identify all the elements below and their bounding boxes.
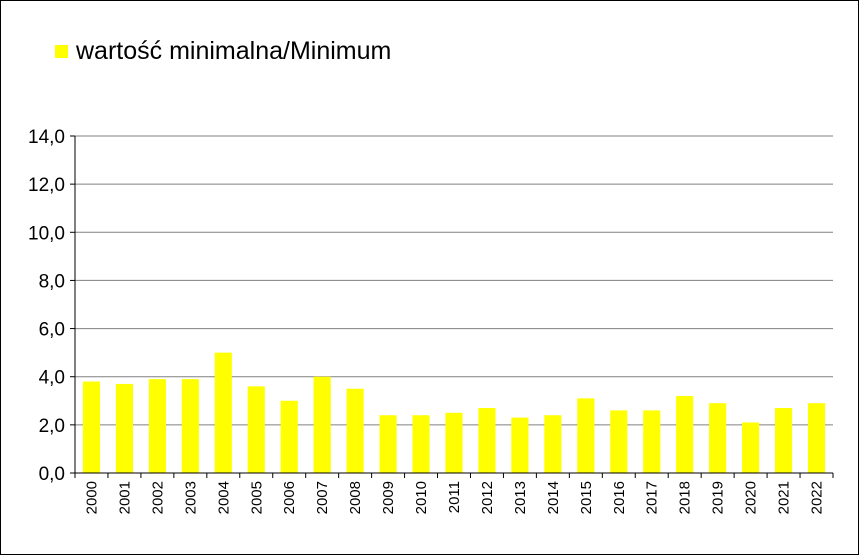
- bar-2002: [148, 379, 166, 473]
- y-tick-label: 4,0: [39, 368, 65, 389]
- bar-2004: [214, 352, 232, 473]
- legend: wartość minimalna/Minimum: [55, 37, 391, 66]
- x-category-label: 2022: [809, 481, 826, 514]
- bar-2021: [774, 408, 793, 473]
- bar-2000: [82, 381, 101, 473]
- bar-2011: [445, 412, 463, 473]
- x-category-label: 2009: [380, 481, 397, 514]
- x-category-label: 2021: [776, 481, 793, 514]
- x-category-label: 2020: [743, 481, 760, 514]
- bar-2003: [181, 379, 199, 473]
- x-category-label: 2010: [413, 481, 430, 514]
- bar-2015: [577, 398, 595, 473]
- x-category-label: 2019: [710, 481, 727, 514]
- bar-2022: [807, 403, 826, 473]
- x-category-label: 2002: [149, 481, 166, 514]
- bar-2018: [676, 395, 694, 473]
- bar-2006: [280, 400, 298, 473]
- x-category-label: 2000: [83, 481, 100, 514]
- y-tick-label: 6,0: [39, 320, 65, 341]
- bar-2019: [709, 403, 727, 473]
- bar-2017: [643, 410, 661, 473]
- x-category-label: 2008: [347, 481, 364, 514]
- bar-2014: [544, 415, 562, 473]
- y-tick-label: 8,0: [39, 271, 65, 292]
- x-category-label: 2015: [578, 481, 595, 514]
- bar-2007: [313, 376, 331, 473]
- y-tick-label: 12,0: [28, 175, 65, 196]
- x-category-label: 2012: [479, 481, 496, 514]
- legend-swatch: [55, 45, 68, 58]
- bar-2012: [478, 408, 496, 473]
- legend-label: wartość minimalna/Minimum: [76, 37, 392, 65]
- x-category-label: 2014: [545, 481, 562, 514]
- y-tick-label: 0,0: [39, 464, 65, 485]
- x-category-label: 2004: [215, 481, 232, 514]
- y-tick-label: 2,0: [39, 416, 65, 437]
- bar-2001: [115, 383, 134, 473]
- x-category-label: 2003: [182, 481, 199, 514]
- bar-2009: [379, 415, 397, 473]
- bar-2008: [346, 388, 364, 473]
- x-category-label: 2007: [314, 481, 331, 514]
- bar-2005: [247, 386, 265, 473]
- x-category-label: 2017: [644, 481, 661, 514]
- bar-2013: [511, 417, 529, 473]
- y-tick-label: 14,0: [28, 127, 65, 148]
- x-category-label: 2013: [512, 481, 529, 514]
- x-category-label: 2011: [446, 481, 463, 513]
- x-category-label: 2016: [611, 481, 628, 514]
- x-category-label: 2001: [116, 481, 133, 514]
- x-category-label: 2018: [677, 481, 694, 514]
- x-category-label: 2005: [248, 481, 265, 514]
- x-category-label: 2006: [281, 481, 298, 514]
- bar-2010: [412, 415, 430, 473]
- bar-2020: [742, 422, 760, 473]
- y-tick-label: 10,0: [28, 223, 65, 244]
- bar-2016: [610, 410, 628, 473]
